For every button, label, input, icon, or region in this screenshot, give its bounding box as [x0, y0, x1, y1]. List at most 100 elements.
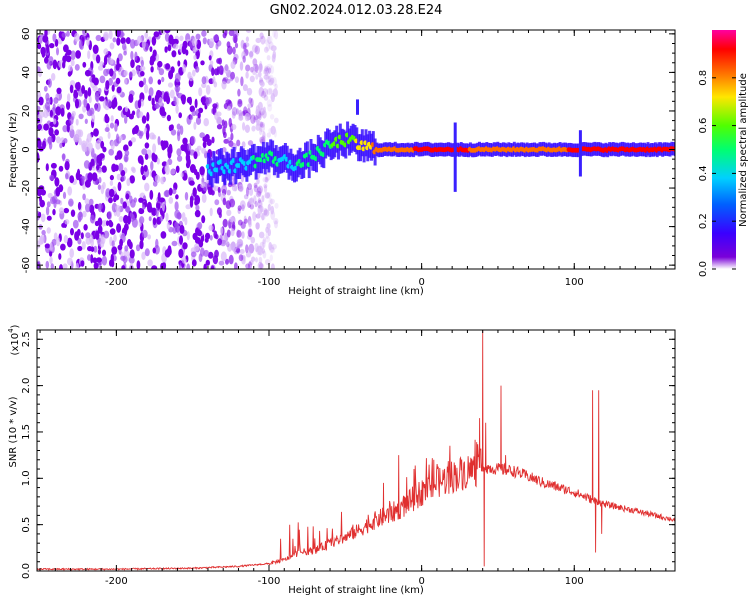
noise-speckle: [177, 212, 182, 220]
noise-speckle: [225, 78, 231, 84]
noise-speckle: [270, 263, 275, 269]
noise-speckle: [95, 230, 100, 240]
noise-speckle: [262, 106, 266, 114]
noise-speckle: [192, 69, 196, 77]
noise-speckle: [192, 46, 199, 52]
noise-speckle: [257, 198, 262, 204]
snr-panel: -200 -100 0 100 0.0 0.5 1.0 1.5 2.0 2.5 Height of…: [7, 324, 676, 596]
noise-speckle: [271, 53, 276, 63]
noise-speckle: [260, 81, 265, 87]
noise-speckle: [160, 176, 165, 185]
noise-speckle: [250, 114, 256, 124]
noise-speckle: [138, 111, 144, 118]
noise-speckle: [228, 254, 234, 265]
noise-speckle: [266, 132, 271, 138]
svg-text:(x104): (x104): [7, 324, 21, 355]
noise-speckle: [229, 75, 234, 82]
noise-speckle: [261, 195, 265, 203]
noise-speckle: [184, 191, 189, 201]
spectrogram-marks: [37, 30, 675, 269]
noise-speckle: [89, 214, 95, 224]
noise-speckle: [101, 255, 108, 266]
noise-speckle: [195, 116, 202, 126]
noise-speckle: [113, 196, 117, 203]
noise-speckle: [151, 265, 158, 269]
noise-speckle: [69, 248, 74, 259]
noise-speckle: [86, 37, 90, 47]
noise-speckle: [67, 186, 73, 196]
noise-speckle: [113, 164, 119, 172]
noise-speckle: [151, 36, 157, 46]
noise-speckle: [241, 51, 246, 60]
noise-speckle: [173, 96, 177, 105]
noise-speckle: [100, 140, 105, 149]
noise-speckle: [70, 59, 75, 67]
noise-speckle: [225, 241, 230, 248]
noise-speckle: [39, 234, 45, 245]
noise-speckle: [109, 58, 114, 65]
noise-speckle: [110, 140, 115, 150]
noise-speckle: [266, 88, 273, 95]
noise-speckle: [136, 260, 141, 269]
noise-speckle: [268, 75, 272, 83]
noise-speckle: [86, 109, 93, 117]
noise-speckle: [230, 132, 234, 141]
noise-speckle: [145, 130, 150, 141]
noise-speckle: [238, 184, 244, 193]
noise-speckle: [75, 262, 80, 269]
noise-speckle: [199, 132, 205, 139]
noise-speckle: [253, 182, 258, 189]
noise-speckle: [256, 186, 262, 196]
noise-speckle: [262, 239, 266, 249]
noise-speckle: [123, 70, 128, 77]
x-tick-label: 100: [565, 277, 584, 288]
noise-speckle: [177, 131, 181, 142]
noise-speckle: [194, 209, 201, 218]
noise-speckle: [205, 84, 211, 95]
noise-speckle: [258, 63, 263, 73]
noise-speckle: [201, 193, 207, 203]
noise-speckle: [267, 35, 271, 45]
noise-speckle: [175, 194, 179, 200]
noise-speckle: [50, 263, 54, 269]
noise-speckle: [52, 59, 58, 70]
noise-speckle: [138, 208, 143, 214]
noise-speckle: [262, 69, 267, 75]
noise-speckle: [54, 129, 59, 136]
noise-speckle: [176, 123, 181, 130]
noise-speckle: [209, 60, 214, 66]
noise-speckle: [95, 54, 101, 64]
noise-speckle: [97, 225, 103, 234]
noise-speckle: [239, 249, 245, 254]
noise-speckle: [179, 35, 184, 42]
noise-speckle: [139, 92, 145, 102]
noise-speckle: [245, 71, 249, 79]
noise-speckle: [82, 61, 87, 68]
noise-speckle: [161, 111, 167, 117]
noise-speckle: [198, 253, 203, 263]
noise-speckle: [181, 44, 187, 55]
noise-speckle: [141, 40, 146, 49]
noise-speckle: [269, 254, 273, 262]
noise-speckle: [270, 45, 277, 52]
noise-speckle: [97, 65, 104, 71]
snr-scale-label: (x104): [7, 324, 21, 355]
noise-speckle: [160, 262, 165, 269]
noise-speckle: [221, 147, 227, 153]
x-tick-label: -100: [258, 277, 281, 288]
noise-speckle: [38, 211, 42, 218]
noise-speckle: [274, 202, 279, 209]
noise-speckle: [209, 235, 213, 241]
noise-speckle: [48, 43, 55, 49]
noise-speckle: [125, 37, 131, 45]
noise-speckle: [266, 63, 272, 71]
noise-speckle: [178, 112, 182, 119]
noise-speckle: [253, 184, 259, 193]
noise-speckle: [231, 107, 238, 116]
noise-speckle: [237, 219, 243, 226]
noise-speckle: [105, 220, 110, 226]
noise-speckle: [186, 231, 190, 241]
y-tick-label: 1.0: [21, 470, 32, 486]
noise-speckle: [180, 172, 184, 178]
